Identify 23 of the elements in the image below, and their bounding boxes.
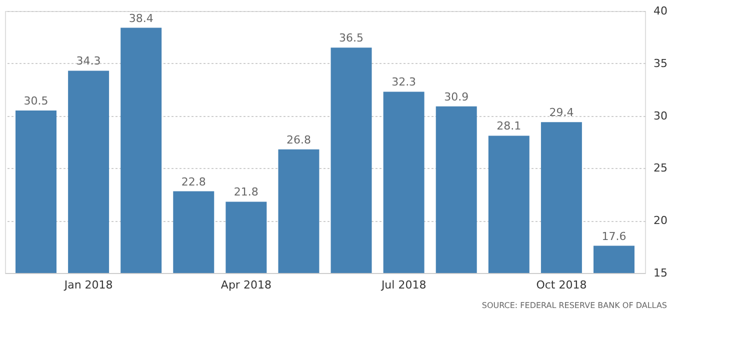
data-label: 17.6	[602, 230, 626, 243]
data-label: 36.5	[339, 32, 364, 45]
data-label: 38.4	[128, 12, 154, 25]
y-tick-label: 25	[654, 162, 668, 175]
data-label: 32.3	[392, 76, 416, 89]
x-tick-label: Apr 2018	[220, 278, 272, 292]
x-tick-label: Jul 2018	[380, 278, 426, 292]
source-note: SOURCE: FEDERAL RESERVE BANK OF DALLAS	[482, 301, 667, 310]
y-tick-label: 40	[654, 4, 668, 18]
y-tick-label: 20	[654, 214, 668, 228]
data-label: 28.1	[496, 120, 522, 133]
data-label: 26.8	[286, 133, 311, 146]
data-label: 21.8	[234, 186, 258, 199]
x-tick-label: Oct 2018	[536, 278, 587, 292]
data-label: 34.3	[76, 54, 101, 68]
y-tick-label: 30	[654, 109, 668, 122]
x-tick-label: Jan 2018	[63, 278, 113, 292]
data-label: 30.9	[444, 90, 469, 104]
y-tick-label: 15	[654, 266, 668, 280]
data-label: 29.4	[549, 106, 574, 120]
y-tick-label: 35	[654, 56, 668, 70]
data-label: 30.5	[24, 94, 48, 108]
data-label: 22.8	[181, 175, 206, 188]
